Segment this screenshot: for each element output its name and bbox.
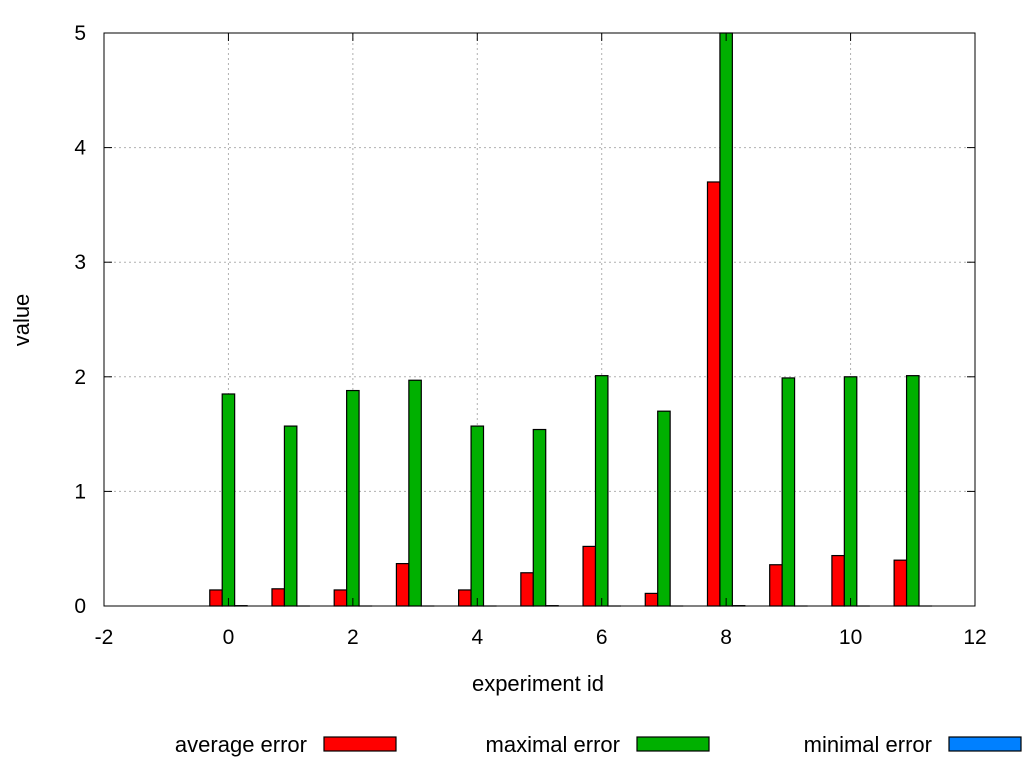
bar-average-error-5	[520, 572, 534, 607]
bar-average-error-11	[893, 559, 908, 607]
bar-maximal-error-9	[781, 377, 796, 607]
y-tick-label: 3	[74, 251, 86, 274]
bar-average-error-6	[582, 545, 597, 607]
bar-maximal-error-0	[221, 393, 236, 607]
x-tick-label: 8	[720, 626, 732, 649]
legend-label-average-error: average error	[175, 732, 307, 757]
bar-average-error-0	[209, 589, 223, 607]
x-tick-label: 4	[471, 626, 483, 649]
bar-average-error-8	[706, 181, 721, 607]
y-tick-label: 0	[74, 595, 86, 618]
legend-label-maximal-error: maximal error	[486, 732, 620, 757]
bar-average-error-3	[395, 562, 410, 607]
bar-maximal-error-8	[719, 32, 733, 607]
bar-average-error-1	[271, 588, 286, 607]
x-tick-label: 10	[839, 626, 862, 649]
y-tick-label: 2	[74, 366, 86, 389]
legend-label-minimal-error: minimal error	[804, 732, 932, 757]
y-axis-title: value	[9, 294, 34, 347]
y-tick-label: 1	[74, 480, 86, 503]
bar-maximal-error-4	[470, 425, 485, 607]
legend-swatch-minimal-error	[948, 736, 1022, 752]
bar-maximal-error-2	[346, 389, 360, 607]
bar-maximal-error-7	[657, 410, 671, 607]
bar-maximal-error-3	[408, 379, 422, 607]
bar-average-error-9	[769, 564, 783, 607]
x-axis-title: experiment id	[472, 671, 604, 696]
x-tick-label: 12	[963, 626, 986, 649]
y-tick-label: 5	[74, 22, 86, 45]
bar-maximal-error-5	[532, 428, 547, 607]
bar-average-error-4	[458, 589, 472, 607]
x-tick-label: 0	[223, 626, 235, 649]
bar-average-error-2	[333, 589, 348, 607]
plot-frame	[103, 32, 976, 607]
x-tick-label: -2	[95, 626, 114, 649]
bar-maximal-error-1	[283, 425, 298, 607]
bar-maximal-error-11	[905, 375, 920, 607]
bars-layer	[209, 32, 933, 607]
legend-swatch-maximal-error	[636, 736, 710, 752]
legend-swatch-average-error	[323, 736, 397, 752]
bar-average-error-10	[831, 554, 845, 607]
x-tick-label: 6	[596, 626, 608, 649]
x-tick-label: 2	[347, 626, 359, 649]
bar-average-error-7	[644, 592, 659, 607]
bar-maximal-error-10	[843, 376, 858, 607]
legend: average error maximal error minimal error	[175, 732, 1022, 757]
y-tick-label: 4	[74, 137, 86, 160]
bar-maximal-error-6	[594, 375, 609, 607]
